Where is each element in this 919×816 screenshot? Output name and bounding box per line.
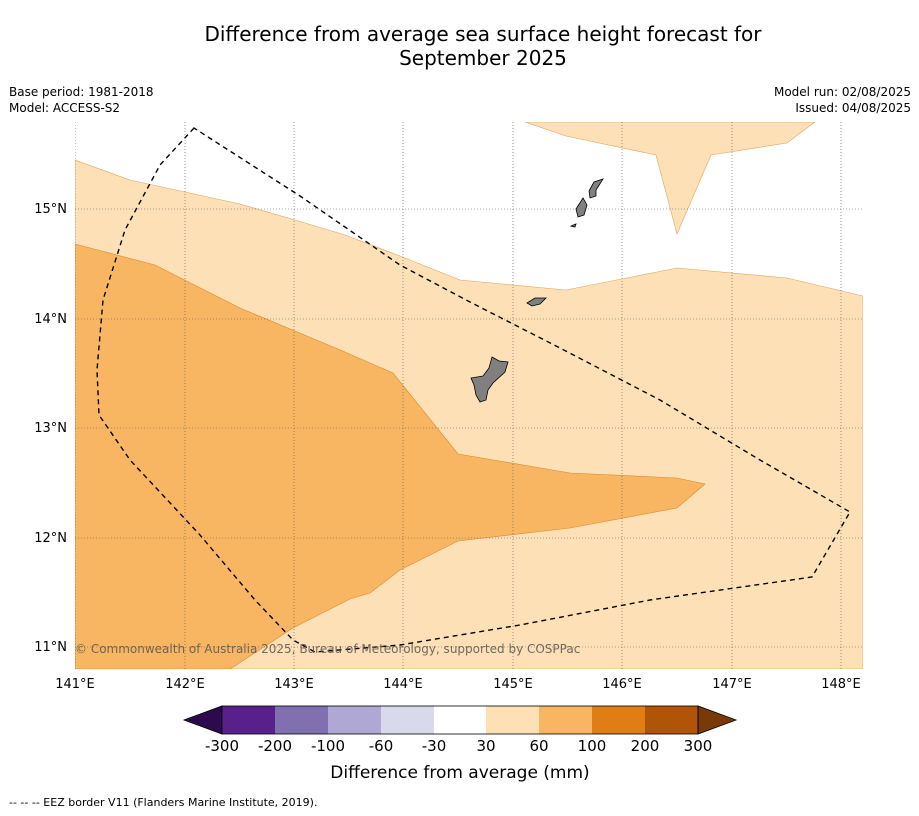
lon-axis-labels: 141°E 142°E 143°E 144°E 145°E 146°E 147°… — [55, 677, 861, 692]
colorbar-low-extend — [182, 705, 223, 735]
colorbar-tick-label: -60 — [369, 737, 394, 755]
colorbar-tick-label: 200 — [631, 737, 660, 755]
lon-label: 144°E — [383, 677, 423, 692]
lat-label: 12°N — [34, 531, 67, 546]
colorbar-swatch — [539, 706, 592, 734]
island-guam — [470, 356, 509, 403]
lat-label: 11°N — [34, 640, 67, 655]
eez-border — [96, 127, 851, 653]
colorbar-tick-label: -100 — [311, 737, 345, 755]
anomaly-region-60-100 — [75, 243, 706, 669]
colorbar-swatch — [486, 706, 539, 734]
map-area: © Commonwealth of Australia 2025, Bureau… — [75, 122, 863, 669]
colorbar-swatch — [645, 706, 698, 734]
colorbar-swatch — [381, 706, 434, 734]
title-line-2: September 2025 — [399, 46, 567, 70]
title-line-1: Difference from average sea surface heig… — [204, 22, 762, 46]
lon-label: 141°E — [55, 677, 95, 692]
model-name: Model: ACCESS-S2 — [9, 101, 121, 115]
colorbar-tick-label: 60 — [529, 737, 548, 755]
lon-label: 148°E — [821, 677, 861, 692]
meta-left: Base period: 1981-2018 Model: ACCESS-S2 — [9, 84, 154, 116]
colorbar-outline — [221, 705, 699, 735]
colorbar-label: Difference from average (mm) — [330, 763, 589, 783]
island-saipan — [588, 178, 604, 199]
colorbar-tick-label: 300 — [684, 737, 713, 755]
grid-lines — [75, 122, 863, 669]
colorbar-tick-label: 30 — [476, 737, 495, 755]
lon-label: 142°E — [165, 677, 205, 692]
colorbar-swatch — [328, 706, 381, 734]
lat-label: 14°N — [34, 312, 67, 327]
copyright-notice: © Commonwealth of Australia 2025, Bureau… — [75, 642, 580, 656]
colorbar: -300 -200 -100 -60 -30 30 60 100 200 300… — [182, 705, 738, 783]
island-tinian — [575, 197, 588, 218]
island-rota — [526, 297, 547, 307]
colorbar-tick-label: -30 — [422, 737, 447, 755]
meta-right: Model run: 02/08/2025 Issued: 04/08/2025 — [774, 84, 911, 116]
anomaly-region-30-60-north — [524, 122, 816, 235]
colorbar-tick-label: 100 — [578, 737, 607, 755]
lat-axis-labels: 15°N 14°N 13°N 12°N 11°N — [34, 202, 67, 655]
lon-label: 143°E — [274, 677, 314, 692]
base-period: Base period: 1981-2018 — [9, 85, 154, 99]
colorbar-swatch — [275, 706, 328, 734]
colorbar-ticks: -300 -200 -100 -60 -30 30 60 100 200 300 — [205, 737, 712, 755]
eez-legend-note: -- -- -- EEZ border V11 (Flanders Marine… — [9, 796, 318, 809]
lat-label: 13°N — [34, 421, 67, 436]
colorbar-swatch — [592, 706, 645, 734]
model-run: Model run: 02/08/2025 — [773, 85, 911, 99]
island-aguijan — [569, 223, 577, 228]
lon-label: 146°E — [602, 677, 642, 692]
issued-date: Issued: 04/08/2025 — [795, 101, 911, 115]
colorbar-tick-label: -300 — [205, 737, 239, 755]
lat-label: 15°N — [34, 202, 67, 217]
colorbar-high-extend — [697, 705, 738, 735]
lon-label: 145°E — [493, 677, 533, 692]
colorbar-swatch — [222, 706, 275, 734]
colorbar-tick-label: -200 — [258, 737, 292, 755]
lon-label: 147°E — [712, 677, 752, 692]
colorbar-swatch — [434, 706, 486, 734]
map-title: Difference from average sea surface heig… — [0, 22, 919, 70]
